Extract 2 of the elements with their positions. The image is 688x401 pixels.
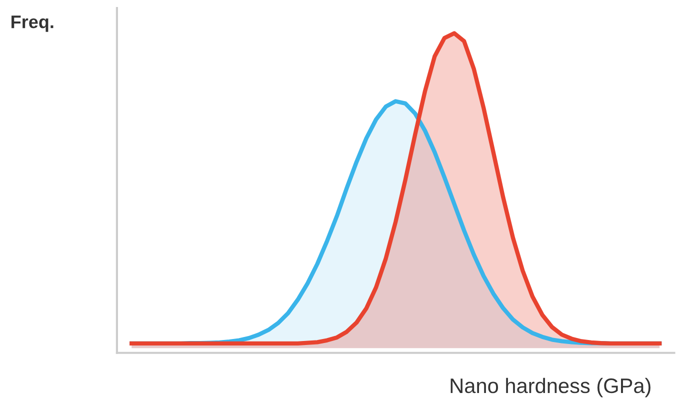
x-axis-title: Nano hardness (GPa) — [450, 378, 650, 398]
y-axis-title: Freq. — [12, 16, 54, 32]
